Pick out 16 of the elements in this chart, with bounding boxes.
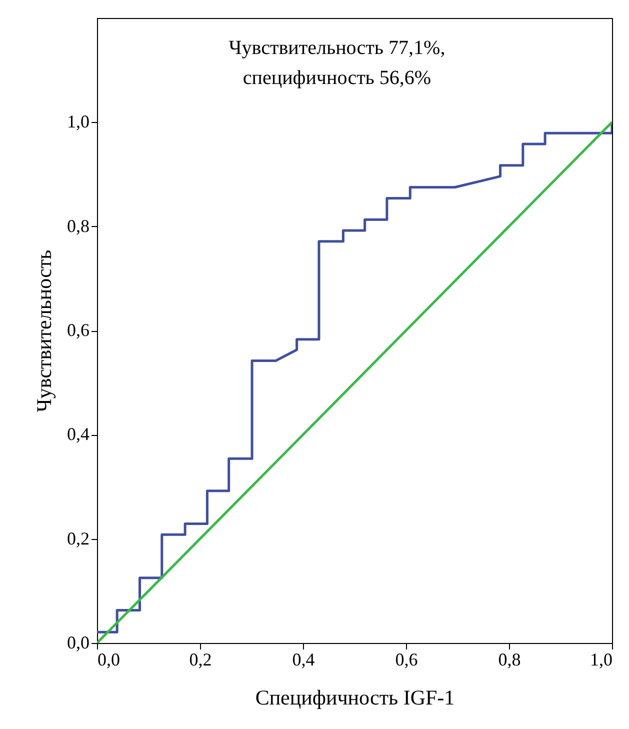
- y-tick-label: 0,0: [67, 632, 90, 652]
- x-tick-label: 0,0: [98, 650, 120, 670]
- y-tick-label: 0,6: [67, 320, 90, 340]
- y-tick-label: 0,4: [67, 424, 90, 444]
- x-tick-label: 0,8: [498, 650, 521, 670]
- y-tick-label: 0,2: [67, 528, 90, 548]
- x-tick-label: 0,6: [395, 650, 418, 670]
- x-axis-title: Специфичность IGF-1: [255, 686, 455, 710]
- x-tick-label: 1,0: [590, 650, 612, 670]
- y-axis-title: Чувствительность: [32, 250, 56, 412]
- x-tick-label: 0,4: [292, 650, 315, 670]
- annotation: Чувствительность 77,1%,: [228, 37, 446, 59]
- x-tick-label: 0,2: [189, 650, 212, 670]
- y-tick-label: 0,8: [67, 216, 90, 236]
- y-tick-label: 1,0: [67, 112, 90, 132]
- annotation: специфичность 56,6%: [242, 67, 432, 89]
